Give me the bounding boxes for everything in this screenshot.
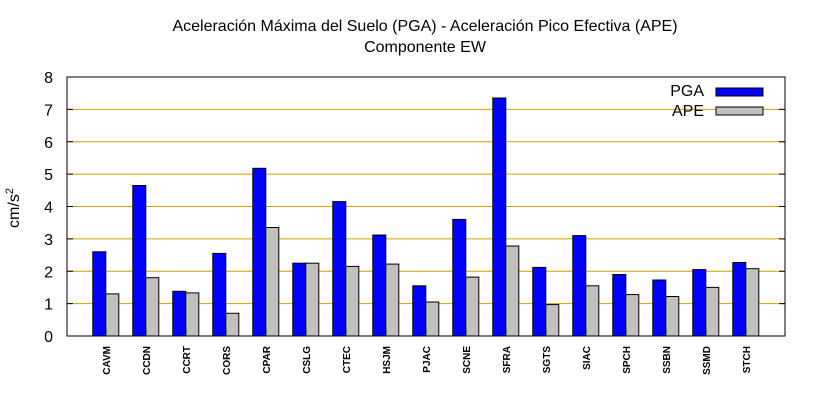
x-tick-label: CPAR <box>262 345 273 373</box>
bar-ape <box>665 296 680 337</box>
bar-pga <box>92 251 107 337</box>
bar-pga <box>172 290 187 337</box>
x-tick-label: CAVM <box>102 346 113 375</box>
x-tick-label: CTEC <box>342 346 353 373</box>
bar-pga <box>692 269 707 337</box>
bar-ape <box>585 285 600 337</box>
bar-ape <box>465 276 480 337</box>
bar-ape <box>545 304 560 337</box>
bar-pga <box>332 201 347 337</box>
y-tick-label: 1 <box>44 297 53 314</box>
y-tick-label: 4 <box>44 200 53 217</box>
x-tick-label: SFRA <box>502 346 513 373</box>
legend-swatch-ape <box>715 106 764 116</box>
x-tick-label: PJAC <box>422 346 433 373</box>
y-tick-label: 8 <box>44 70 53 87</box>
legend-label-pga: PGA <box>670 83 704 100</box>
bar-pga <box>572 235 587 337</box>
x-tick-label: SPCH <box>622 346 633 374</box>
x-tick-label: STCH <box>742 346 753 373</box>
bar-ape <box>705 286 720 337</box>
bar-pga <box>452 218 467 337</box>
chart-title: Aceleración Máxima del Suelo (PGA) - Ace… <box>172 18 677 35</box>
bar-pga <box>292 262 307 337</box>
bar-ape <box>745 268 760 337</box>
chart-subtitle: Componente EW <box>364 39 487 56</box>
bar-pga <box>652 279 667 337</box>
legend-label-ape: APE <box>672 103 704 120</box>
x-tick-label: SSMD <box>702 346 713 375</box>
y-axis-label-exponent: 2 <box>4 188 16 194</box>
bar-ape <box>505 245 520 337</box>
bar-pga <box>372 234 387 337</box>
y-axis-label-unit: cm/s <box>6 194 23 228</box>
y-tick-label: 3 <box>44 232 53 249</box>
legend-swatch-pga <box>715 87 764 97</box>
x-ticks: CAVM CCDN CCRT CORS CPAR CSLG CTEC HSJM PJAC SCNE… <box>102 330 753 375</box>
x-tick-label: SIAC <box>582 346 593 370</box>
bar-pga <box>412 285 427 337</box>
bar-pga <box>132 185 147 337</box>
x-tick-label: SSBN <box>662 346 673 374</box>
bar-ape <box>345 265 360 337</box>
y-ticks: 0 1 2 3 4 5 6 7 8 <box>44 70 785 346</box>
bar-pga <box>732 262 747 337</box>
bar-pga <box>492 97 507 337</box>
bar-pga <box>252 167 267 337</box>
y-tick-label: 6 <box>44 135 53 152</box>
x-tick-label: CSLG <box>302 346 313 374</box>
bar-pga <box>212 252 227 337</box>
x-tick-label: HSJM <box>382 346 393 374</box>
x-tick-label: CORS <box>222 346 233 375</box>
bar-pga <box>532 266 547 337</box>
bar-ape <box>185 292 200 337</box>
x-tick-label: SGTS <box>542 346 553 374</box>
y-tick-label: 0 <box>44 329 53 346</box>
bar-ape <box>425 301 440 337</box>
bar-ape <box>385 263 400 337</box>
y-tick-label: 5 <box>44 167 53 184</box>
bar-ape <box>625 294 640 337</box>
bar-ape <box>225 312 240 337</box>
x-tick-label: CCRT <box>182 346 193 374</box>
bar-ape <box>105 293 120 337</box>
y-tick-label: 2 <box>44 264 53 281</box>
legend: PGA APE <box>670 83 764 120</box>
x-tick-label: CCDN <box>142 346 153 375</box>
y-tick-label: 7 <box>44 102 53 119</box>
gridlines <box>67 108 785 305</box>
y-axis-label: cm/s2 <box>4 188 23 228</box>
plot-frame <box>66 76 786 337</box>
bar-ape <box>265 227 280 337</box>
x-tick-label: SCNE <box>462 346 473 374</box>
bar-ape <box>145 277 160 337</box>
bar-pga <box>612 274 627 337</box>
bar-ape <box>305 262 320 337</box>
bars <box>92 97 760 337</box>
